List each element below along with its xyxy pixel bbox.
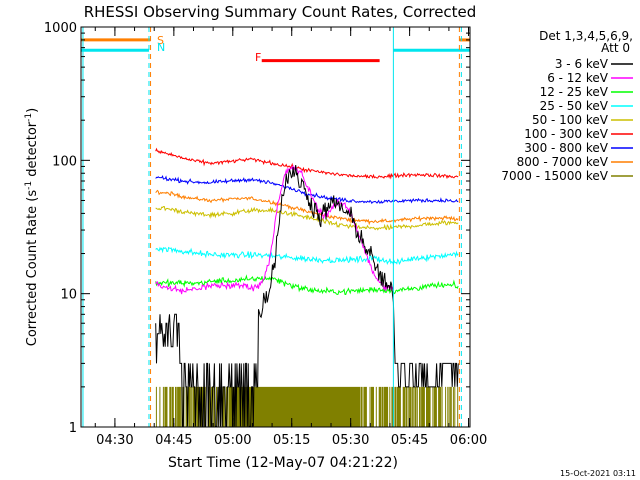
legend-label-25-50-kev: 25 - 50 keV [540, 99, 609, 113]
legend-label-6-12-kev: 6 - 12 keV [547, 71, 609, 85]
series-layer [155, 147, 459, 427]
footer-date: 15-Oct-2021 03:11 [560, 469, 636, 478]
chart-title: RHESSI Observing Summary Count Rates, Co… [84, 3, 477, 21]
series-line [155, 164, 394, 295]
plot-area [81, 27, 470, 427]
annotations-layer: SN F [157, 34, 261, 64]
x-axis-label: Start Time (12-May-07 04:21:22) [168, 455, 398, 471]
flag-label-s: S [157, 34, 164, 47]
legend-header-line-1: Det 1,3,4,5,6,9, [539, 29, 633, 43]
series-100-300-kev [155, 147, 459, 180]
y-tick-label: 1000 [44, 21, 77, 36]
series-line [155, 189, 459, 226]
series-line [155, 274, 459, 296]
legend-label-7000-15000-kev: 7000 - 15000 keV [501, 169, 608, 183]
series-50-100-kev [155, 205, 459, 231]
series-3-6-kev [155, 165, 459, 427]
x-tick-label: 05:00 [214, 433, 251, 448]
series-800-7000-kev [155, 189, 459, 226]
legend-label-800-7000-kev: 800 - 7000 keV [517, 155, 609, 169]
series-line [155, 165, 459, 427]
x-tick-label: 04:30 [96, 433, 133, 448]
series-line [155, 174, 459, 205]
y-axis-label-sup2: -1 [24, 113, 34, 122]
series-25-50-kev [155, 246, 459, 266]
legend-label-100-300-kev: 100 - 300 keV [524, 127, 608, 141]
y-axis: 1 10 100 1000 [44, 21, 470, 436]
legend-label-12-25-kev: 12 - 25 keV [540, 85, 609, 99]
series-line [155, 246, 459, 266]
legend-header-line-2: Att 0 [601, 41, 630, 55]
series-12-25-kev [155, 274, 459, 296]
x-tick-label: 05:30 [332, 433, 369, 448]
y-tick-label: 10 [60, 288, 77, 303]
y-axis-label: Corrected Count Rate (s-1 detector-1) [24, 108, 40, 346]
flag-label-n: N [157, 41, 165, 54]
y-tick-label: 1 [69, 421, 77, 436]
legend-label-3-6-kev: 3 - 6 keV [555, 57, 609, 71]
legend-label-50-100-kev: 50 - 100 keV [532, 113, 609, 127]
series-line [155, 147, 459, 180]
flags-layer [81, 38, 470, 63]
x-tick-label: 06:00 [450, 433, 487, 448]
x-tick-label: 05:15 [273, 433, 310, 448]
x-axis: 04:30 04:45 05:00 05:15 05:30 05:45 06:00 [94, 27, 487, 448]
y-axis-label-sup1: -1 [24, 181, 34, 190]
x-tick-label: 04:45 [155, 433, 192, 448]
plot-frame [80, 26, 471, 428]
series-6-12-kev [155, 164, 394, 295]
series-line [155, 205, 459, 231]
y-axis-label-main: Corrected Count Rate (s [25, 190, 40, 347]
x-tick-label: 05:45 [391, 433, 428, 448]
y-axis-label-mid: detector [25, 121, 40, 181]
markers-layer [82, 27, 462, 427]
y-tick-label: 100 [52, 154, 77, 169]
legend-label-300-800-kev: 300 - 800 keV [524, 141, 608, 155]
flag-label-f: F [255, 51, 261, 64]
series-300-800-kev [155, 174, 459, 205]
y-axis-label-end: ) [25, 108, 40, 113]
